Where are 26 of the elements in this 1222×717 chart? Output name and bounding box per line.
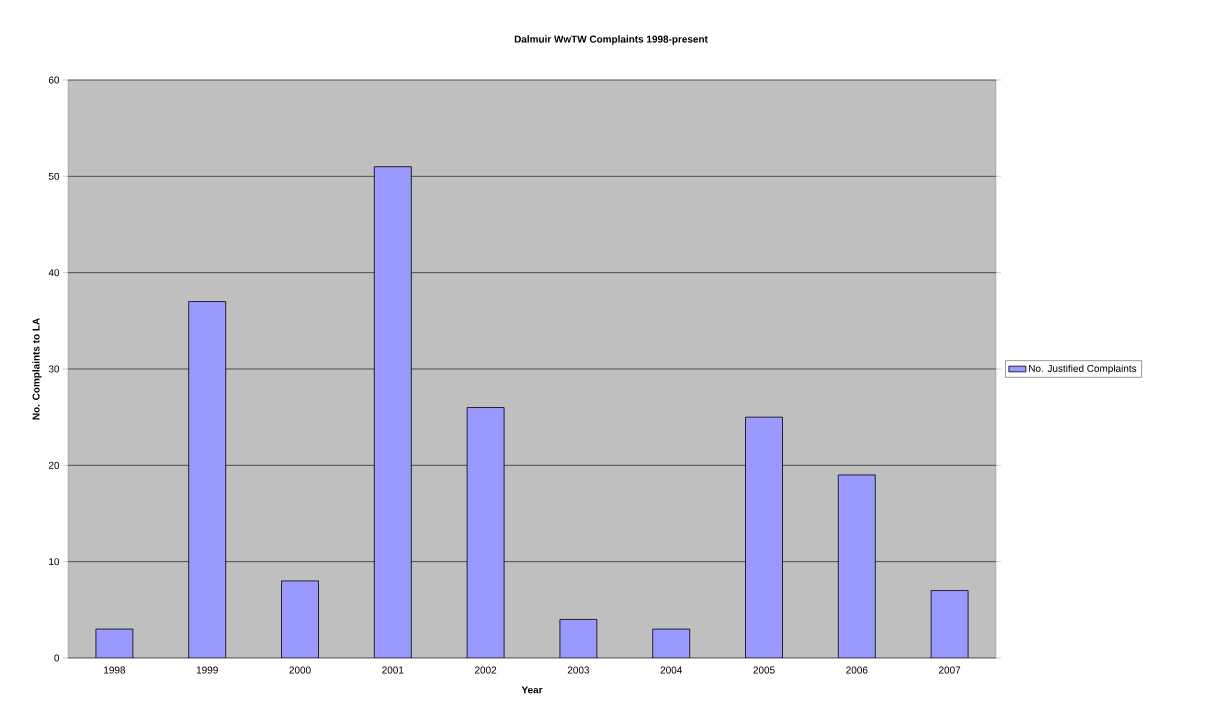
x-tick-label: 2004 bbox=[660, 666, 682, 674]
y-tick-label: 40 bbox=[48, 269, 60, 277]
bar bbox=[95, 628, 134, 658]
y-tick-label: 50 bbox=[48, 172, 60, 180]
x-tick-label: 2002 bbox=[475, 666, 497, 674]
y-axis-title: No. Complaints to LA bbox=[32, 318, 42, 420]
x-tick-label: 2001 bbox=[382, 666, 404, 674]
bar bbox=[281, 580, 319, 658]
x-tick-label: 1999 bbox=[196, 666, 218, 674]
x-tick-label: 2006 bbox=[846, 666, 868, 674]
y-tick-label: 60 bbox=[48, 76, 60, 84]
x-tick-label: 2003 bbox=[567, 666, 590, 674]
bar bbox=[652, 628, 691, 658]
y-tick-label: 0 bbox=[54, 654, 60, 662]
bar bbox=[930, 590, 969, 658]
legend-label: No. Justified Complaints bbox=[1029, 364, 1137, 374]
y-tick-label: 20 bbox=[48, 461, 60, 469]
x-tick-label: 2005 bbox=[753, 666, 775, 674]
y-tick-label: 10 bbox=[49, 558, 60, 566]
bar bbox=[559, 619, 598, 658]
x-tick-label: 1998 bbox=[104, 666, 126, 674]
x-tick-label: 2000 bbox=[289, 666, 311, 674]
x-tick-label: 2007 bbox=[939, 666, 961, 674]
chart-title: Dalmuir WwTW Complaints 1998-present bbox=[514, 35, 708, 45]
x-axis-title: Year bbox=[521, 686, 543, 694]
y-tick-label: 30 bbox=[48, 365, 60, 373]
